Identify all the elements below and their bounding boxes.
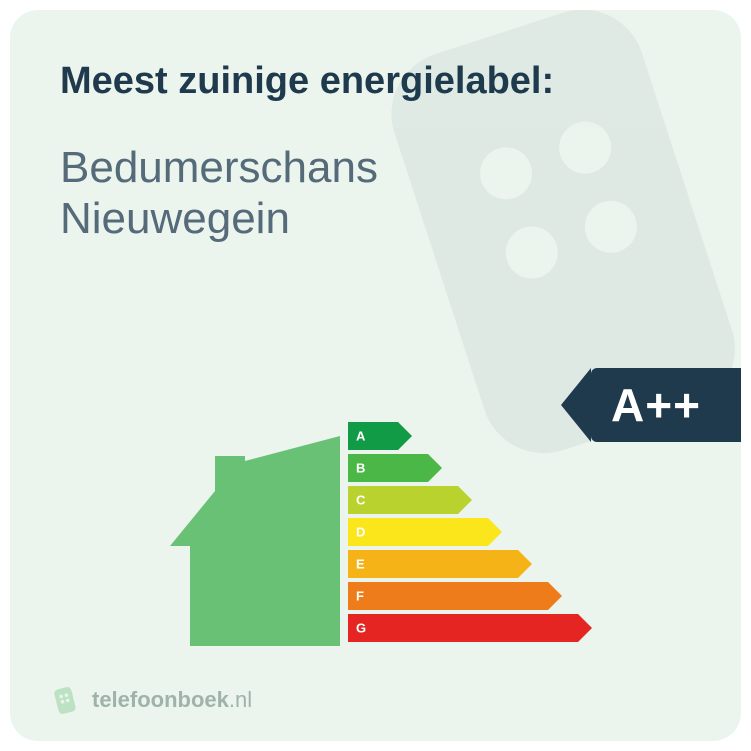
rating-value: A++: [611, 378, 701, 432]
subtitle-line2: Nieuwegein: [60, 194, 290, 243]
energy-bar-row: G: [348, 614, 608, 642]
phone-icon: [52, 685, 82, 715]
energy-bar-tip: [488, 518, 502, 546]
card-subtitle: Bedumerschans Nieuwegein: [60, 143, 691, 244]
energy-bar-tip: [578, 614, 592, 642]
subtitle-line1: Bedumerschans: [60, 143, 378, 192]
energy-bar-label: A: [356, 429, 365, 444]
rating-body: A++: [591, 368, 741, 442]
card-title: Meest zuinige energielabel:: [60, 60, 691, 103]
energy-bar-row: F: [348, 582, 608, 610]
footer-text: telefoonboek.nl: [92, 687, 252, 713]
energy-bar-tip: [398, 422, 412, 450]
energy-label-card: Meest zuinige energielabel: Bedumerschan…: [10, 10, 741, 741]
energy-bar-tip: [548, 582, 562, 610]
energy-bar-tip: [458, 486, 472, 514]
energy-bars: A B C D E F G: [348, 422, 608, 646]
energy-bar-label: B: [356, 461, 365, 476]
energy-bar-row: E: [348, 550, 608, 578]
energy-bar-tip: [428, 454, 442, 482]
energy-bar: [348, 550, 518, 578]
energy-bar-row: D: [348, 518, 608, 546]
energy-bar-label: E: [356, 557, 365, 572]
footer-brand-light: .nl: [229, 687, 252, 712]
energy-bar-label: F: [356, 589, 364, 604]
energy-bar-tip: [518, 550, 532, 578]
energy-bar-row: B: [348, 454, 608, 482]
energy-bar-label: C: [356, 493, 365, 508]
energy-bar-label: D: [356, 525, 365, 540]
footer-brand: telefoonboek.nl: [52, 685, 252, 715]
energy-bar-row: C: [348, 486, 608, 514]
energy-bar: [348, 518, 488, 546]
rating-arrow: [561, 368, 591, 442]
energy-bar: [348, 582, 548, 610]
rating-badge: A++: [561, 368, 741, 442]
energy-chart-zone: ABCDEFG A++: [10, 386, 741, 646]
footer-brand-bold: telefoonboek: [92, 687, 229, 712]
energy-bar: [348, 614, 578, 642]
house-icon: [170, 436, 340, 646]
energy-bar-label: G: [356, 621, 366, 636]
